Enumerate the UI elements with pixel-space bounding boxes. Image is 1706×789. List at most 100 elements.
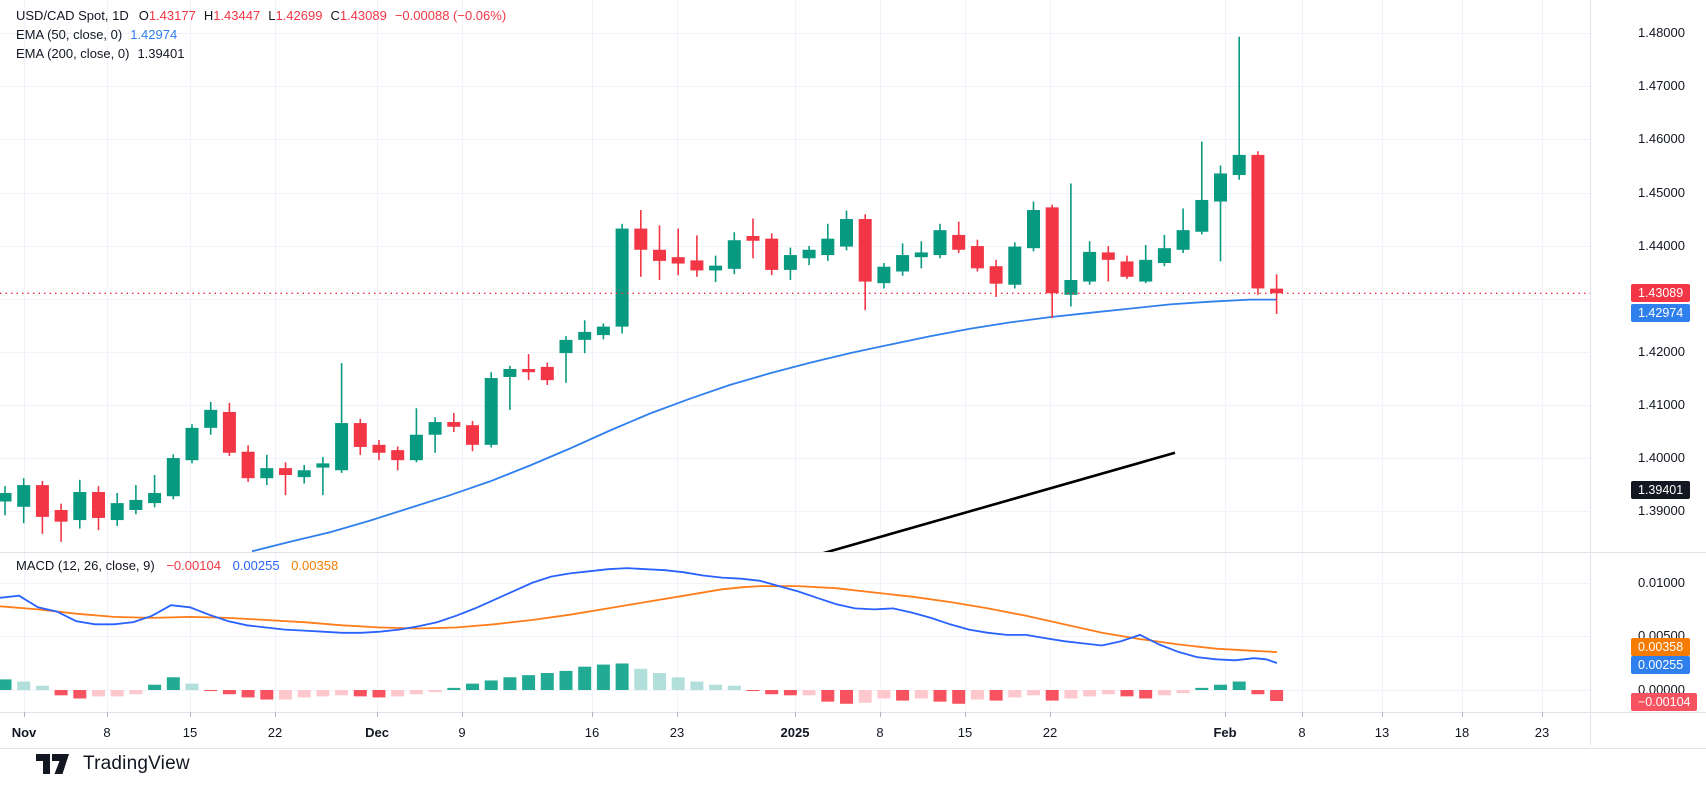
candle-body <box>92 491 105 518</box>
macd-histogram-bar <box>709 684 723 690</box>
symbol-title[interactable]: USD/CAD Spot, 1D <box>16 8 129 23</box>
macd-signal-line <box>0 585 1278 653</box>
macd-histogram-bar <box>1101 690 1115 695</box>
candle-body <box>260 468 274 479</box>
macd-histogram-bar <box>1045 690 1059 701</box>
time-axis-label: Nov <box>11 725 37 740</box>
candle-body <box>428 422 442 435</box>
macd-histogram-bar <box>428 690 442 693</box>
symbol-legend-row[interactable]: USD/CAD Spot, 1D O1.43177 H1.43447 L1.42… <box>16 6 506 25</box>
candle-body <box>765 238 779 270</box>
time-axis-label: 8 <box>876 725 884 740</box>
tradingview-logo-icon <box>36 754 69 774</box>
macd-histogram-bar <box>933 690 947 702</box>
macd-histogram-bar <box>222 690 236 695</box>
macd-histogram-bar <box>690 681 704 690</box>
candle-body <box>540 366 554 381</box>
ema50-price-badge: 1.42974 <box>1631 304 1691 322</box>
candle-body <box>297 470 311 478</box>
macd-histogram-bar <box>783 690 797 696</box>
macd-histogram-bar <box>372 690 386 698</box>
macd-histogram-bar <box>484 680 498 690</box>
candle-body <box>653 249 666 261</box>
macd-histogram-bar <box>110 690 124 697</box>
ema200-legend-row[interactable]: EMA (200, close, 0) 1.39401 <box>16 44 506 63</box>
price-axis-label: 1.41000 <box>1638 397 1685 412</box>
macd-histogram-bar <box>596 664 610 690</box>
signal-price-badge: 0.00358 <box>1631 638 1691 656</box>
candle-body <box>615 228 629 327</box>
macd-histogram-bar <box>653 673 666 690</box>
macd-histogram-bar <box>279 690 292 700</box>
macd-histogram-bar <box>1176 690 1190 694</box>
macd-histogram-bar <box>765 690 779 695</box>
tradingview-logo[interactable]: TradingView <box>36 753 190 775</box>
candle-body <box>1251 154 1265 289</box>
time-axis-label: 15 <box>957 725 973 740</box>
time-axis-label: 8 <box>1298 725 1306 740</box>
low-value: L1.42699 <box>268 8 323 23</box>
candle-body <box>559 339 573 354</box>
candle-body <box>1101 252 1115 260</box>
time-axis-label: 18 <box>1454 725 1470 740</box>
candle-body <box>1008 246 1022 285</box>
macd-histogram-bar <box>503 677 517 690</box>
macd-histogram-bar <box>409 690 423 695</box>
candle-body <box>746 235 760 241</box>
macd-histogram-bar <box>802 690 816 696</box>
macd-histogram-bar <box>746 690 760 692</box>
candle-body <box>503 369 517 377</box>
macd-histogram-bar <box>615 663 629 690</box>
macd-histogram-bar <box>671 677 685 690</box>
price-pane[interactable] <box>0 36 1590 560</box>
candle-body <box>241 451 255 479</box>
candle-body <box>1139 259 1153 282</box>
candle-body <box>409 434 423 461</box>
candle-body <box>1120 261 1134 277</box>
candle-body <box>596 326 610 336</box>
candle-body <box>54 510 68 522</box>
macd-price-badge: 0.00255 <box>1631 656 1691 674</box>
candle-body <box>1064 279 1078 295</box>
macd-histogram-bar <box>989 690 1003 701</box>
candle-body <box>110 503 124 521</box>
candle-body <box>970 246 984 269</box>
time-axis-label: 22 <box>267 725 283 740</box>
macd-histogram-bar <box>1270 690 1284 702</box>
macd-histogram-bar <box>821 690 835 702</box>
macd-histogram-bar <box>17 681 31 690</box>
macd-pane[interactable] <box>0 567 1284 704</box>
candle-body <box>73 491 87 521</box>
macd-histogram-bar <box>578 666 592 690</box>
candle-body <box>1232 154 1246 176</box>
macd-histogram-bar <box>522 675 536 690</box>
gridlines <box>0 0 1590 712</box>
macd-hist-value: −0.00104 <box>166 558 221 573</box>
macd-histogram-bar <box>877 690 891 699</box>
candle-body <box>709 265 723 271</box>
black-trendline <box>822 451 1176 552</box>
candle-body <box>877 266 891 284</box>
time-axis-label: Dec <box>365 725 389 740</box>
macd-histogram-bar <box>1232 681 1246 690</box>
macd-legend-row[interactable]: MACD (12, 26, close, 9) −0.00104 0.00255… <box>16 558 346 573</box>
candle-body <box>129 499 143 510</box>
macd-histogram-bar <box>1008 690 1022 698</box>
time-axis-label: 23 <box>669 725 685 740</box>
macd-histogram-bar <box>540 673 554 690</box>
macd-histogram-bar <box>1251 690 1265 695</box>
close-value: C1.43089 <box>330 8 387 23</box>
macd-histogram-bar <box>1139 690 1153 699</box>
candle-body <box>372 444 386 453</box>
macd-histogram-bar <box>92 690 105 697</box>
macd-histogram-bar <box>335 690 349 696</box>
price-axis-label: 1.40000 <box>1638 450 1685 465</box>
candle-body <box>821 238 835 256</box>
candle-body <box>1083 251 1097 282</box>
candle-body <box>484 378 498 445</box>
macd-histogram-bar <box>447 687 461 690</box>
ema50-legend-row[interactable]: EMA (50, close, 0) 1.42974 <box>16 25 506 44</box>
macd-histogram-bar <box>1157 690 1171 696</box>
ema200-label: EMA (200, close, 0) <box>16 46 130 61</box>
